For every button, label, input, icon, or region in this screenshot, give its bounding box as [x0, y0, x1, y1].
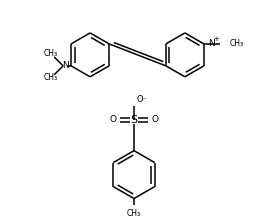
Text: O: O [151, 115, 158, 124]
Text: N: N [208, 39, 215, 48]
Text: +: + [213, 36, 219, 42]
Text: CH₃: CH₃ [230, 39, 244, 48]
Text: O: O [109, 115, 116, 124]
Text: S: S [130, 115, 137, 125]
Text: N: N [62, 61, 69, 70]
Text: O⁻: O⁻ [137, 95, 148, 104]
Text: CH₃: CH₃ [127, 210, 141, 219]
Text: CH₃: CH₃ [44, 73, 58, 82]
Text: CH₃: CH₃ [44, 49, 58, 58]
